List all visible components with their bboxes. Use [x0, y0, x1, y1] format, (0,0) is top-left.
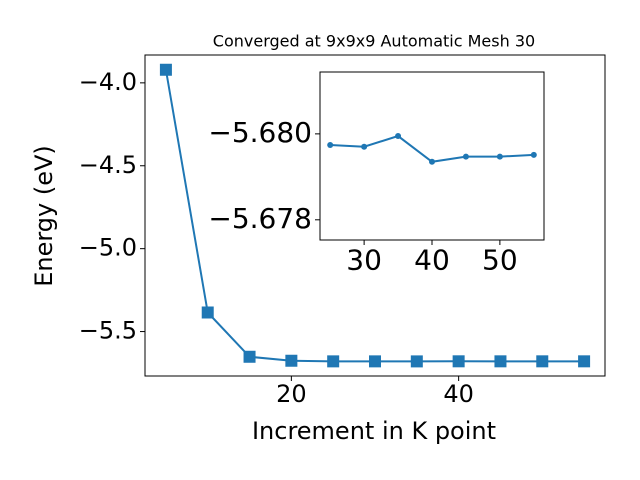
- inset-marker: [361, 143, 368, 150]
- y-axis-label: Energy (eV): [30, 145, 58, 287]
- y-tick-label: −4.0: [79, 68, 137, 96]
- y-tick-label: −5.5: [79, 317, 137, 345]
- inset-x-tick-label: 40: [414, 243, 450, 276]
- marker: [159, 63, 172, 76]
- marker: [327, 355, 340, 368]
- inset-marker: [429, 158, 435, 165]
- marker: [536, 355, 549, 368]
- inset-frame: [319, 71, 545, 241]
- marker: [578, 355, 591, 368]
- inset-marker: [327, 142, 334, 149]
- inset-marker: [395, 133, 402, 140]
- x-axis-label: Increment in K point: [252, 417, 496, 445]
- inset-y-tick-label: −5.678: [208, 202, 312, 235]
- marker: [452, 355, 465, 368]
- inset-x-tick-label: 30: [346, 243, 382, 276]
- marker: [285, 354, 298, 367]
- marker: [410, 355, 423, 368]
- y-tick-label: −5.0: [79, 234, 137, 262]
- marker: [369, 355, 381, 368]
- inset-marker: [530, 151, 537, 158]
- marker: [201, 306, 214, 319]
- inset-y-tick-label: −5.680: [208, 116, 312, 149]
- x-tick-label: 20: [276, 380, 307, 408]
- marker: [494, 355, 507, 368]
- x-tick-label: 40: [443, 380, 474, 408]
- y-tick-label: −4.5: [79, 151, 137, 179]
- frame: [144, 54, 606, 377]
- marker: [243, 350, 256, 363]
- inset-x-tick-label: 50: [482, 243, 518, 276]
- inset-marker: [496, 153, 503, 160]
- chart-title: Converged at 9x9x9 Automatic Mesh 30: [213, 32, 535, 51]
- inset-marker: [462, 153, 469, 160]
